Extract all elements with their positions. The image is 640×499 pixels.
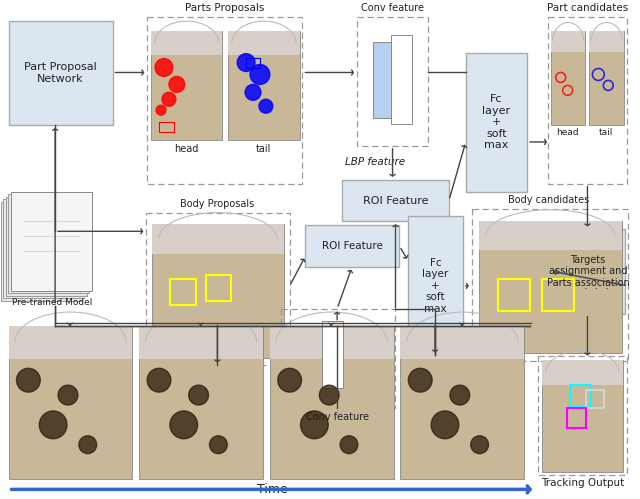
Circle shape xyxy=(162,92,176,106)
Bar xyxy=(551,31,586,51)
Bar xyxy=(479,222,622,353)
Circle shape xyxy=(79,436,97,454)
Circle shape xyxy=(259,99,273,113)
Circle shape xyxy=(301,411,328,439)
Bar xyxy=(6,197,87,296)
Circle shape xyxy=(470,436,488,454)
Circle shape xyxy=(319,385,339,405)
Circle shape xyxy=(340,436,358,454)
Circle shape xyxy=(155,58,173,76)
Circle shape xyxy=(156,105,166,115)
Circle shape xyxy=(209,436,227,454)
Bar xyxy=(228,31,300,55)
Text: ·  ·  ·: · · · xyxy=(584,284,609,294)
Bar xyxy=(401,325,524,359)
Bar xyxy=(8,194,89,293)
Bar xyxy=(8,325,132,359)
Circle shape xyxy=(17,368,40,392)
Circle shape xyxy=(58,385,78,405)
Bar xyxy=(140,325,263,480)
Text: Fc
layer
+
soft
max: Fc layer + soft max xyxy=(422,257,449,314)
Bar xyxy=(479,222,622,250)
Bar xyxy=(401,325,524,480)
Bar xyxy=(151,31,222,55)
Text: Fc
layer
+
soft
max: Fc layer + soft max xyxy=(483,94,511,150)
FancyBboxPatch shape xyxy=(551,230,625,314)
Bar xyxy=(11,192,92,291)
Text: head: head xyxy=(175,144,199,154)
Bar xyxy=(8,325,132,480)
Bar xyxy=(589,31,624,51)
Bar xyxy=(1,202,82,301)
Text: Part candidates: Part candidates xyxy=(547,3,628,13)
FancyBboxPatch shape xyxy=(408,217,463,355)
Circle shape xyxy=(408,368,432,392)
Circle shape xyxy=(170,411,198,439)
Circle shape xyxy=(450,385,470,405)
Text: Targets
assignment and
Parts association: Targets assignment and Parts association xyxy=(547,255,629,288)
Bar xyxy=(270,325,394,359)
Text: Body candidates: Body candidates xyxy=(508,196,589,206)
Text: Pre-trained Model: Pre-trained Model xyxy=(12,298,92,307)
Bar xyxy=(3,199,84,298)
Bar xyxy=(152,225,284,358)
Bar xyxy=(323,321,343,388)
FancyBboxPatch shape xyxy=(8,21,113,125)
FancyBboxPatch shape xyxy=(466,52,527,192)
Circle shape xyxy=(431,411,459,439)
Text: tail: tail xyxy=(599,128,614,137)
Bar xyxy=(270,325,394,480)
Text: tail: tail xyxy=(256,144,271,154)
Bar xyxy=(140,325,263,359)
FancyBboxPatch shape xyxy=(305,226,399,267)
Bar xyxy=(589,31,624,125)
Text: Body Proposals: Body Proposals xyxy=(180,200,255,210)
Circle shape xyxy=(189,385,209,405)
Text: Time: Time xyxy=(257,484,288,497)
Bar xyxy=(151,31,222,140)
Text: Conv feature: Conv feature xyxy=(306,412,369,422)
Text: Part Proposal
Network: Part Proposal Network xyxy=(24,62,97,84)
Text: Conv feature: Conv feature xyxy=(361,3,424,13)
Circle shape xyxy=(237,53,255,71)
Bar xyxy=(305,326,326,383)
Text: head: head xyxy=(556,128,579,137)
Text: ROI Feature: ROI Feature xyxy=(363,196,428,206)
Text: ROI Feature: ROI Feature xyxy=(322,241,383,251)
Bar xyxy=(542,360,623,472)
Circle shape xyxy=(250,64,270,84)
Bar xyxy=(542,360,623,385)
Circle shape xyxy=(169,76,185,92)
Circle shape xyxy=(39,411,67,439)
Bar xyxy=(551,31,586,125)
Circle shape xyxy=(245,84,261,100)
Text: LBP feature: LBP feature xyxy=(345,157,405,167)
Bar xyxy=(390,35,412,124)
Text: Tracking Output: Tracking Output xyxy=(541,479,624,489)
Text: Parts Proposals: Parts Proposals xyxy=(184,3,264,13)
Circle shape xyxy=(278,368,301,392)
FancyBboxPatch shape xyxy=(342,180,449,222)
Bar xyxy=(228,31,300,140)
Circle shape xyxy=(147,368,171,392)
Bar xyxy=(372,42,394,118)
Bar xyxy=(152,225,284,254)
